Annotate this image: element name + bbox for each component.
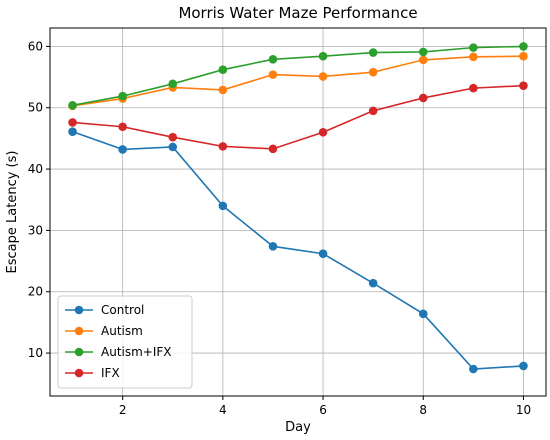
data-point-ifx (368, 106, 378, 116)
data-point-autism-ifx (268, 54, 278, 64)
legend-label: Control (101, 303, 144, 317)
legend-label: Autism+IFX (101, 345, 172, 359)
x-axis-label: Day (285, 420, 311, 435)
legend-label: Autism (101, 324, 143, 338)
data-point-autism (418, 55, 428, 65)
series-line-control (72, 130, 524, 370)
data-point-control (519, 361, 528, 371)
data-point-control (268, 242, 278, 251)
legend-marker (74, 347, 84, 357)
data-point-ifx (68, 118, 77, 127)
legend-marker (74, 368, 84, 378)
data-point-autism-ifx (118, 91, 127, 101)
y-tick-label: 40 (28, 162, 43, 176)
series-line-ifx (72, 84, 524, 150)
data-point-autism-ifx (318, 51, 328, 61)
legend: Control Autism Autism+IFX IFX (57, 295, 193, 389)
data-point-autism-ifx (418, 47, 428, 57)
data-point-autism (268, 70, 278, 79)
data-point-autism (318, 72, 328, 81)
y-tick-label: 30 (28, 223, 43, 237)
data-point-ifx (318, 127, 328, 137)
data-point-autism (218, 85, 228, 95)
data-point-control (118, 145, 127, 154)
x-tick-label: 10 (516, 403, 531, 417)
y-axis-label: Escape Latency (s) (5, 151, 20, 274)
data-point-ifx (168, 132, 178, 142)
data-point-ifx (519, 81, 528, 90)
data-point-ifx (469, 83, 478, 93)
y-tick-label: 60 (28, 39, 43, 53)
data-point-control (418, 309, 428, 319)
chart-title: Morris Water Maze Performance (178, 4, 417, 22)
data-point-autism-ifx (218, 65, 228, 75)
legend-marker (74, 326, 84, 336)
legend-item-autism-ifx: Autism+IFX (65, 345, 172, 359)
data-point-autism-ifx (168, 79, 178, 89)
legend-box (57, 295, 193, 389)
series-ifx (68, 81, 528, 154)
x-tick-label: 4 (219, 403, 227, 417)
data-point-autism (469, 52, 478, 62)
series-autism (68, 51, 528, 111)
series-autism-ifx (68, 42, 528, 110)
y-tick-label: 20 (28, 285, 43, 299)
data-point-ifx (418, 93, 428, 103)
y-tick-label: 50 (28, 101, 43, 115)
data-point-control (368, 278, 378, 288)
x-tick-label: 8 (419, 403, 427, 417)
data-point-ifx (118, 122, 127, 132)
axis-ticks: 2 4 6 8 10 10 20 30 40 50 60 (28, 39, 531, 417)
series-layer (68, 42, 528, 374)
legend-item-autism: Autism (65, 324, 143, 338)
data-point-control (168, 142, 178, 152)
data-point-autism-ifx (68, 100, 77, 110)
data-point-control (318, 249, 328, 259)
data-point-autism-ifx (519, 42, 528, 51)
data-point-autism-ifx (469, 43, 478, 52)
legend-item-ifx: IFX (65, 366, 120, 380)
series-control (68, 127, 528, 374)
data-point-autism (368, 67, 378, 77)
data-point-ifx (268, 144, 278, 154)
x-tick-label: 6 (319, 403, 327, 417)
data-point-control (218, 201, 228, 211)
legend-label: IFX (101, 366, 120, 380)
series-line-autism (72, 55, 524, 107)
legend-marker (74, 305, 84, 315)
legend-item-control: Control (65, 303, 144, 317)
y-tick-label: 10 (28, 346, 43, 360)
data-point-autism (519, 51, 528, 61)
plot-frame (49, 27, 547, 397)
data-point-control (68, 127, 77, 136)
data-point-control (469, 364, 478, 374)
data-point-ifx (218, 142, 228, 151)
data-point-autism-ifx (368, 48, 378, 57)
series-line-autism-ifx (72, 45, 524, 107)
x-tick-label: 2 (119, 403, 127, 417)
